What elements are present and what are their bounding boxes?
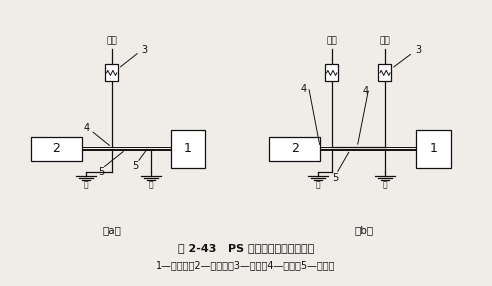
Text: 5: 5 [332, 173, 338, 183]
Bar [378, 64, 392, 81]
Text: 2: 2 [291, 142, 299, 155]
Bar [31, 137, 82, 160]
Bar [325, 64, 338, 81]
Text: 1: 1 [184, 142, 192, 155]
Text: 4: 4 [363, 86, 369, 96]
Text: 2: 2 [52, 142, 60, 155]
Text: 3: 3 [142, 45, 148, 55]
Text: 地: 地 [383, 180, 387, 189]
Text: 电源: 电源 [106, 36, 117, 45]
Bar [171, 130, 206, 168]
Text: 电源: 电源 [326, 36, 337, 45]
Text: （a）: （a） [102, 225, 121, 235]
Text: 电源: 电源 [380, 36, 390, 45]
Text: 地: 地 [315, 180, 320, 189]
Text: 地: 地 [149, 180, 154, 189]
Text: 1: 1 [430, 142, 437, 155]
Text: 图 2-43   PS 分体柜式空调器接线图: 图 2-43 PS 分体柜式空调器接线图 [178, 243, 314, 253]
Text: 1—室外机；2—室内机；3—开关；4—导线；5—控制线: 1—室外机；2—室内机；3—开关；4—导线；5—控制线 [156, 260, 336, 270]
Bar [416, 130, 451, 168]
Text: 4: 4 [83, 124, 89, 133]
Text: 地: 地 [84, 180, 89, 189]
Bar [105, 64, 118, 81]
Text: 4: 4 [301, 84, 307, 94]
Text: 5: 5 [133, 161, 139, 171]
Text: （b）: （b） [355, 225, 374, 235]
Text: 3: 3 [415, 45, 421, 55]
Text: 5: 5 [98, 167, 105, 177]
Bar [269, 137, 320, 160]
